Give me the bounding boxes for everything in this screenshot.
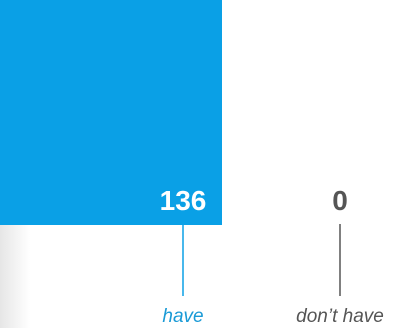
left-edge-shade (0, 225, 30, 328)
category-label-have: have (162, 306, 203, 327)
chart-marks (0, 0, 341, 296)
category-label-dont-have: don’t have (296, 306, 384, 327)
value-label-dont-have: 0 (332, 185, 348, 216)
value-label-have: 136 (160, 185, 207, 216)
bar-have (0, 0, 222, 225)
